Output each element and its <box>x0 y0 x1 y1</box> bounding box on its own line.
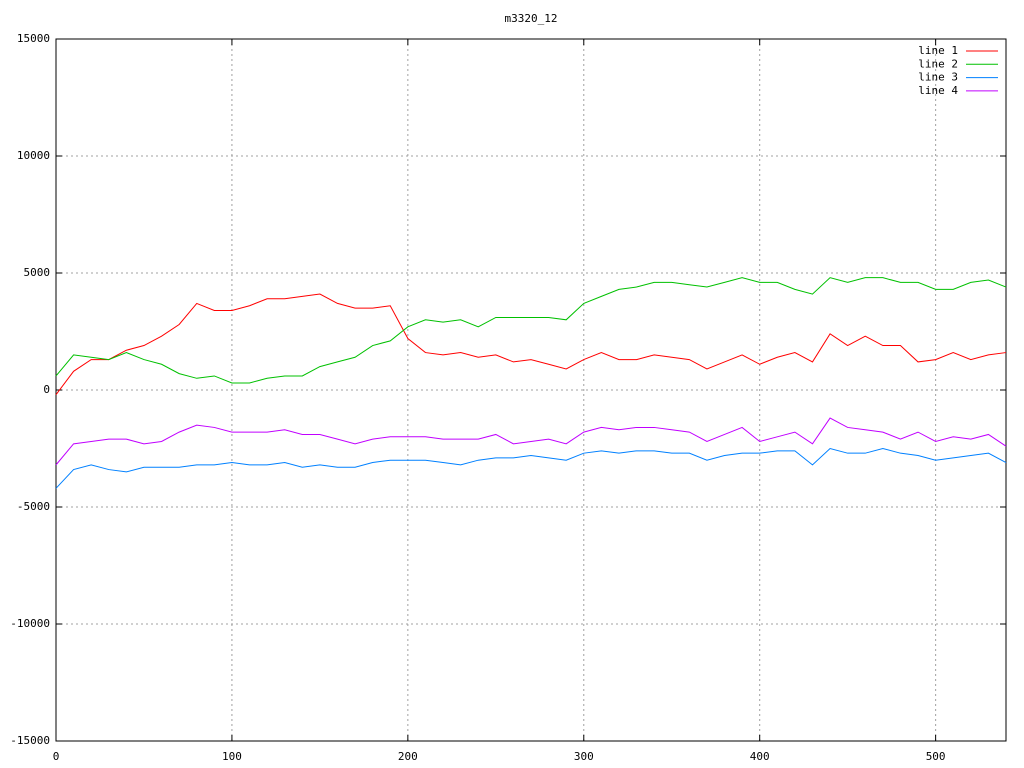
legend-label: line 3 <box>918 71 958 84</box>
x-tick-label: 100 <box>222 750 242 763</box>
y-tick-label: 5000 <box>24 266 51 279</box>
x-tick-label: 400 <box>750 750 770 763</box>
series-line <box>55 293 1007 395</box>
y-tick-label: -15000 <box>10 734 50 747</box>
y-tick-label: -5000 <box>17 500 50 513</box>
x-tick-label: 0 <box>53 750 60 763</box>
x-tick-label: 300 <box>574 750 594 763</box>
legend-label: line 4 <box>918 84 958 97</box>
y-tick-label: 0 <box>43 383 50 396</box>
chart-title: m3320_12 <box>505 12 558 25</box>
y-tick-label: 10000 <box>17 149 50 162</box>
series-line <box>55 417 1007 466</box>
legend-label: line 1 <box>918 44 958 57</box>
x-tick-label: 500 <box>926 750 946 763</box>
y-tick-label: -10000 <box>10 617 50 630</box>
y-tick-label: 15000 <box>17 32 50 45</box>
series-line <box>55 447 1007 489</box>
x-tick-label: 200 <box>398 750 418 763</box>
plot-border <box>55 38 1007 742</box>
legend-label: line 2 <box>918 57 958 70</box>
series-line <box>55 277 1007 384</box>
